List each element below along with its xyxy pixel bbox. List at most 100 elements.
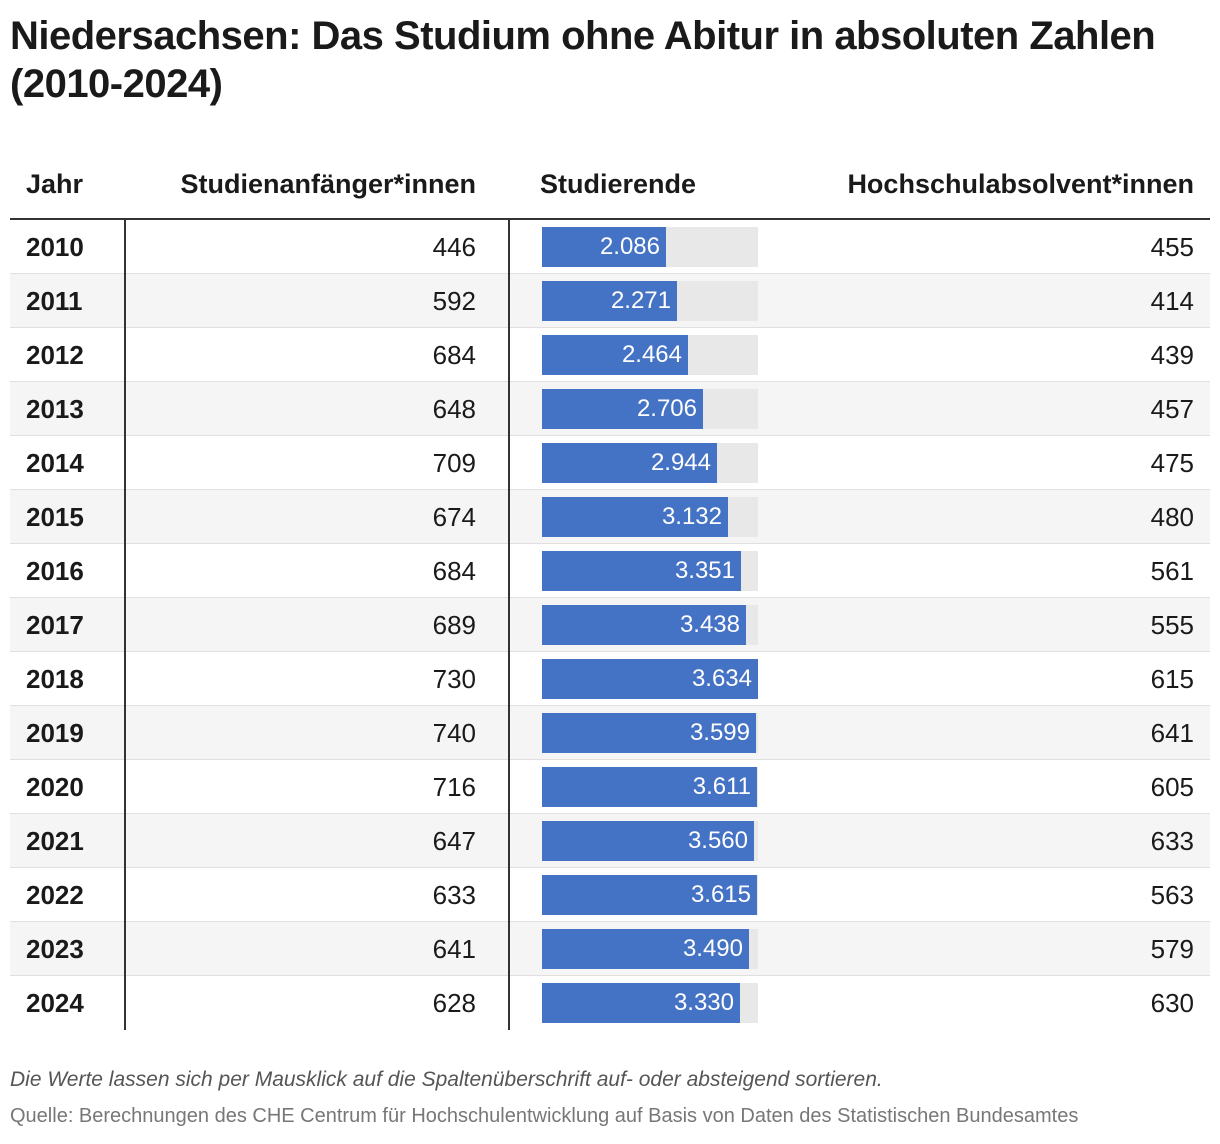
- column-divider-year: [124, 220, 126, 1030]
- chart-title: Niedersachsen: Das Studium ohne Abitur i…: [10, 14, 1156, 106]
- bar-studierende: [542, 713, 756, 753]
- table-row: 2015 674 3.132 480: [10, 490, 1210, 544]
- sort-note: Die Werte lassen sich per Mausklick auf …: [10, 1068, 883, 1091]
- bar-track: 2.706: [542, 389, 758, 429]
- cell-anfaenger: 446: [432, 232, 476, 262]
- cell-year: 2015: [26, 502, 84, 532]
- table-row: 2018 730 3.634 615: [10, 652, 1210, 706]
- table-row: 2020 716 3.611 605: [10, 760, 1210, 814]
- cell-anfaenger: 716: [432, 772, 476, 802]
- bar-track: 2.464: [542, 335, 758, 375]
- cell-year: 2011: [26, 286, 83, 316]
- cell-absolventen: 605: [1150, 772, 1194, 802]
- cell-absolventen: 630: [1150, 988, 1194, 1018]
- cell-absolventen: 561: [1150, 556, 1194, 586]
- table-row: 2011 592 2.271 414: [10, 274, 1210, 328]
- cell-year: 2019: [26, 718, 84, 748]
- bar-track: 3.634: [542, 659, 758, 699]
- table-row: 2023 641 3.490 579: [10, 922, 1210, 976]
- bar-studierende: [542, 443, 717, 483]
- table-row: 2022 633 3.615 563: [10, 868, 1210, 922]
- cell-anfaenger: 684: [432, 340, 476, 370]
- cell-anfaenger: 628: [432, 988, 476, 1018]
- bar-value-label: 3.634: [691, 665, 752, 692]
- table-row: 2021 647 3.560 633: [10, 814, 1210, 868]
- bar-value-label: 2.706: [636, 395, 697, 422]
- cell-absolventen: 457: [1150, 394, 1194, 424]
- bar-track: 2.271: [542, 281, 758, 321]
- bar-value-label: 2.086: [599, 233, 660, 260]
- bar-track: 3.438: [542, 605, 758, 645]
- table-row: 2013 648 2.706 457: [10, 382, 1210, 436]
- cell-absolventen: 475: [1150, 448, 1194, 478]
- cell-year: 2023: [26, 934, 84, 964]
- column-header-absolventen[interactable]: Hochschulabsolvent*innen: [847, 169, 1194, 199]
- column-divider-anfaenger: [508, 220, 510, 1030]
- cell-anfaenger: 740: [432, 718, 476, 748]
- bar-track: 3.611: [542, 767, 758, 807]
- bar-value-label: 2.271: [610, 287, 671, 314]
- bar-value-label: 3.615: [690, 881, 751, 908]
- table-row: 2014 709 2.944 475: [10, 436, 1210, 490]
- cell-year: 2013: [26, 394, 84, 424]
- cell-anfaenger: 730: [432, 664, 476, 694]
- bar-track: 2.944: [542, 443, 758, 483]
- bar-value-label: 3.599: [689, 719, 750, 746]
- cell-anfaenger: 641: [432, 934, 476, 964]
- cell-absolventen: 414: [1150, 286, 1194, 316]
- bar-value-label: 3.611: [692, 773, 751, 800]
- cell-anfaenger: 689: [432, 610, 476, 640]
- bar-studierende: [542, 767, 757, 807]
- bar-value-label: 3.560: [687, 827, 748, 854]
- bar-track: 3.599: [542, 713, 758, 753]
- cell-anfaenger: 592: [432, 286, 476, 316]
- source-note: Quelle: Berechnungen des CHE Centrum für…: [10, 1105, 1079, 1127]
- cell-year: 2022: [26, 880, 84, 910]
- cell-year: 2021: [26, 826, 84, 856]
- cell-absolventen: 641: [1150, 718, 1194, 748]
- cell-year: 2010: [26, 232, 84, 262]
- bar-track: 2.086: [542, 227, 758, 267]
- bar-studierende: [542, 227, 666, 267]
- cell-year: 2024: [26, 988, 84, 1018]
- bar-value-label: 3.490: [682, 935, 743, 962]
- table-row: 2024 628 3.330 630: [10, 976, 1210, 1030]
- cell-absolventen: 439: [1150, 340, 1194, 370]
- cell-anfaenger: 674: [432, 502, 476, 532]
- cell-absolventen: 563: [1150, 880, 1194, 910]
- cell-year: 2012: [26, 340, 84, 370]
- bar-studierende: [542, 281, 677, 321]
- cell-year: 2016: [26, 556, 84, 586]
- table-row: 2019 740 3.599 641: [10, 706, 1210, 760]
- cell-year: 2014: [26, 448, 84, 478]
- bar-studierende: [542, 605, 746, 645]
- cell-year: 2017: [26, 610, 84, 640]
- cell-absolventen: 615: [1150, 664, 1194, 694]
- table-header: Jahr Studienanfänger*innen Studierende H…: [10, 160, 1210, 220]
- column-header-studierende[interactable]: Studierende: [540, 169, 697, 199]
- bar-value-label: 2.464: [621, 341, 682, 368]
- column-header-anfaenger[interactable]: Studienanfänger*innen: [180, 169, 476, 199]
- cell-absolventen: 455: [1150, 232, 1194, 262]
- bar-studierende: [542, 875, 757, 915]
- bar-track: 3.351: [542, 551, 758, 591]
- bar-value-label: 3.132: [661, 503, 722, 530]
- bar-track: 3.615: [542, 875, 758, 915]
- data-table: Jahr Studienanfänger*innen Studierende H…: [10, 160, 1210, 1030]
- bar-track: 3.330: [542, 983, 758, 1023]
- cell-anfaenger: 709: [432, 448, 476, 478]
- table-body: 2010 446 2.086 455 2011 592 2.271 414 2012 684 2.4…: [10, 220, 1210, 1030]
- bar-track: 3.490: [542, 929, 758, 969]
- bar-value-label: 3.351: [674, 557, 735, 584]
- bar-track: 3.560: [542, 821, 758, 861]
- table-row: 2016 684 3.351 561: [10, 544, 1210, 598]
- bar-track: 3.132: [542, 497, 758, 537]
- cell-year: 2018: [26, 664, 84, 694]
- table-row: 2017 689 3.438 555: [10, 598, 1210, 652]
- column-header-year[interactable]: Jahr: [26, 169, 84, 199]
- table-row: 2012 684 2.464 439: [10, 328, 1210, 382]
- bar-value-label: 2.944: [650, 449, 711, 476]
- bar-studierende: [542, 659, 758, 699]
- bar-studierende: [542, 929, 749, 969]
- bar-studierende: [542, 821, 754, 861]
